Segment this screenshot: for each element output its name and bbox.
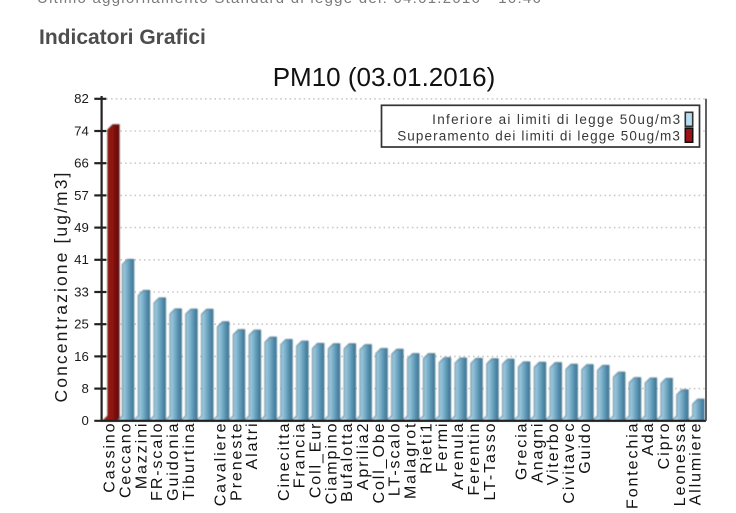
svg-text:Ciampino: Ciampino — [323, 422, 340, 505]
svg-text:57: 57 — [74, 188, 89, 203]
svg-text:82: 82 — [74, 91, 89, 106]
svg-text:LT-scalo: LT-scalo — [387, 422, 404, 496]
svg-text:Malagrot: Malagrot — [403, 422, 420, 499]
svg-text:Grecia: Grecia — [513, 422, 530, 481]
svg-text:0: 0 — [81, 413, 88, 428]
svg-text:Francia: Francia — [292, 422, 309, 489]
svg-text:Guidonia: Guidonia — [165, 422, 182, 501]
svg-text:Superamento dei limiti di legg: Superamento dei limiti di legge 50ug/m3 — [397, 128, 681, 143]
svg-text:49: 49 — [74, 220, 89, 235]
svg-text:PM10 (03.01.2016): PM10 (03.01.2016) — [273, 62, 496, 92]
svg-text:41: 41 — [74, 252, 89, 267]
svg-text:Guido: Guido — [577, 422, 594, 474]
svg-text:Ferentin: Ferentin — [466, 422, 483, 496]
svg-text:Cassino: Cassino — [102, 422, 119, 493]
svg-text:Mazzini: Mazzini — [133, 422, 150, 490]
svg-text:Aprilia2: Aprilia2 — [355, 422, 372, 491]
svg-text:Cinecitta: Cinecitta — [276, 422, 293, 501]
svg-text:Fermi: Fermi — [434, 422, 451, 472]
svg-text:66: 66 — [74, 156, 89, 171]
svg-text:Ceccano: Ceccano — [117, 422, 134, 498]
svg-text:Cipro: Cipro — [656, 422, 673, 470]
svg-text:Anagni: Anagni — [529, 422, 546, 483]
svg-text:74: 74 — [74, 123, 89, 138]
svg-text:8: 8 — [81, 381, 88, 396]
svg-text:Viterbo: Viterbo — [545, 422, 562, 486]
svg-text:Inferiore ai limiti di legge 5: Inferiore ai limiti di legge 50ug/m3 — [432, 112, 681, 127]
svg-text:Civitavec: Civitavec — [561, 422, 578, 504]
svg-text:Fontechia: Fontechia — [624, 422, 641, 509]
svg-text:Allumiere: Allumiere — [688, 422, 705, 506]
svg-text:16: 16 — [74, 349, 89, 364]
svg-text:33: 33 — [74, 284, 89, 299]
svg-text:Alatri: Alatri — [244, 422, 261, 470]
svg-text:Tiburtina: Tiburtina — [181, 422, 198, 501]
svg-text:25: 25 — [74, 317, 89, 332]
svg-text:Bufalotta: Bufalotta — [339, 422, 356, 502]
svg-text:Leonessa: Leonessa — [672, 422, 689, 507]
svg-text:Ada: Ada — [640, 422, 657, 456]
svg-text:Cavaliere: Cavaliere — [213, 422, 230, 507]
svg-text:Preneste: Preneste — [228, 422, 245, 501]
svg-text:Coll_Obe: Coll_Obe — [371, 422, 388, 504]
svg-text:Concentrazione [ug/m3]: Concentrazione [ug/m3] — [51, 170, 71, 402]
svg-text:FR-scalo: FR-scalo — [149, 422, 166, 501]
svg-text:Coll_Eur: Coll_Eur — [308, 422, 325, 499]
svg-text:LT-Tasso: LT-Tasso — [482, 422, 499, 501]
svg-text:Arenula: Arenula — [450, 422, 467, 490]
svg-text:Rieti1: Rieti1 — [418, 422, 435, 474]
